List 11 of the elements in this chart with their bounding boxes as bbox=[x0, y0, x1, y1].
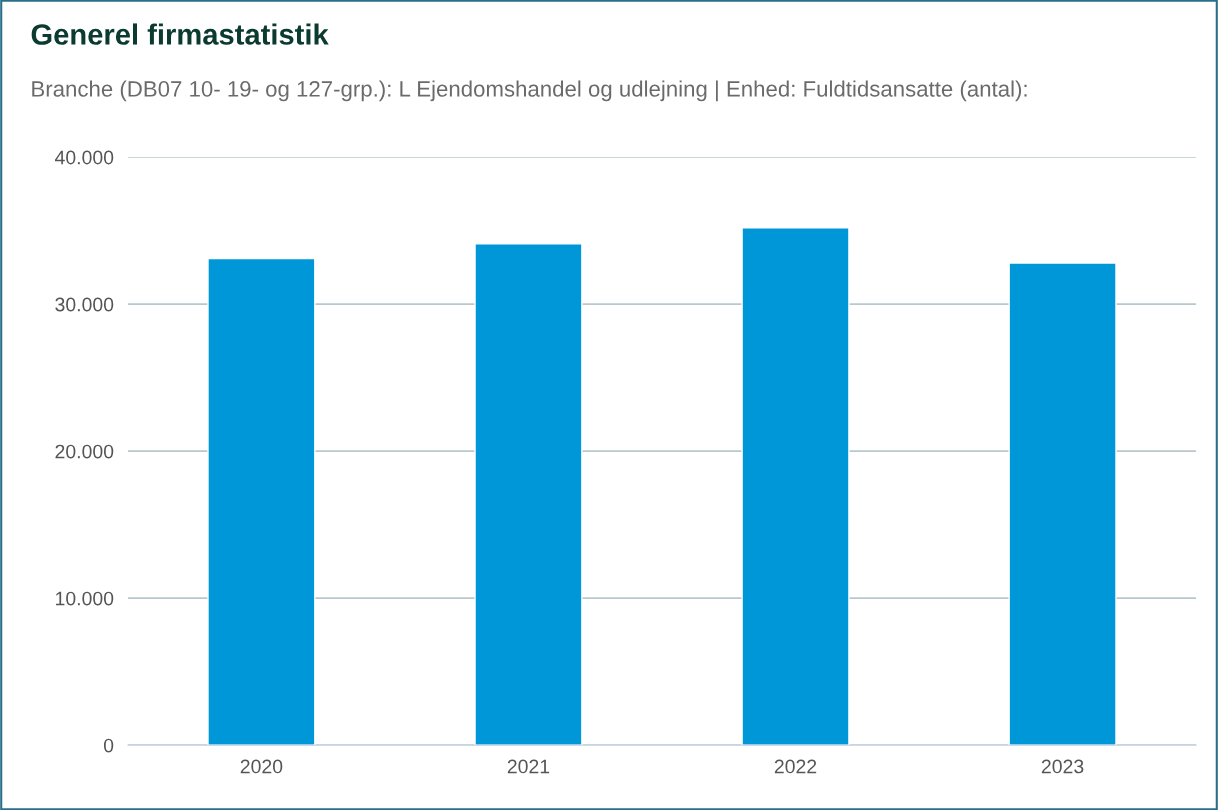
y-tick-label: 0 bbox=[103, 738, 114, 753]
chart-subtitle: Branche (DB07 10- 19- og 127-grp.): L Ejendomshandel og udlejning | Enhed: Fuldtidsansatte (antal): bbox=[32, 80, 1027, 102]
y-tick-label: 10.000 bbox=[56, 591, 114, 606]
x-tick-label: 2022 bbox=[774, 759, 817, 774]
x-tick-label: 2021 bbox=[507, 759, 550, 774]
y-tick-label: 30.000 bbox=[55, 297, 114, 312]
y-tick-label: 20.000 bbox=[55, 444, 114, 459]
chart-title: Generel firmastatistik bbox=[31, 23, 329, 45]
y-tick-label: 40.000 bbox=[54, 150, 114, 165]
x-tick-label: 2020 bbox=[240, 759, 283, 774]
x-tick-label: 2023 bbox=[1041, 759, 1084, 774]
